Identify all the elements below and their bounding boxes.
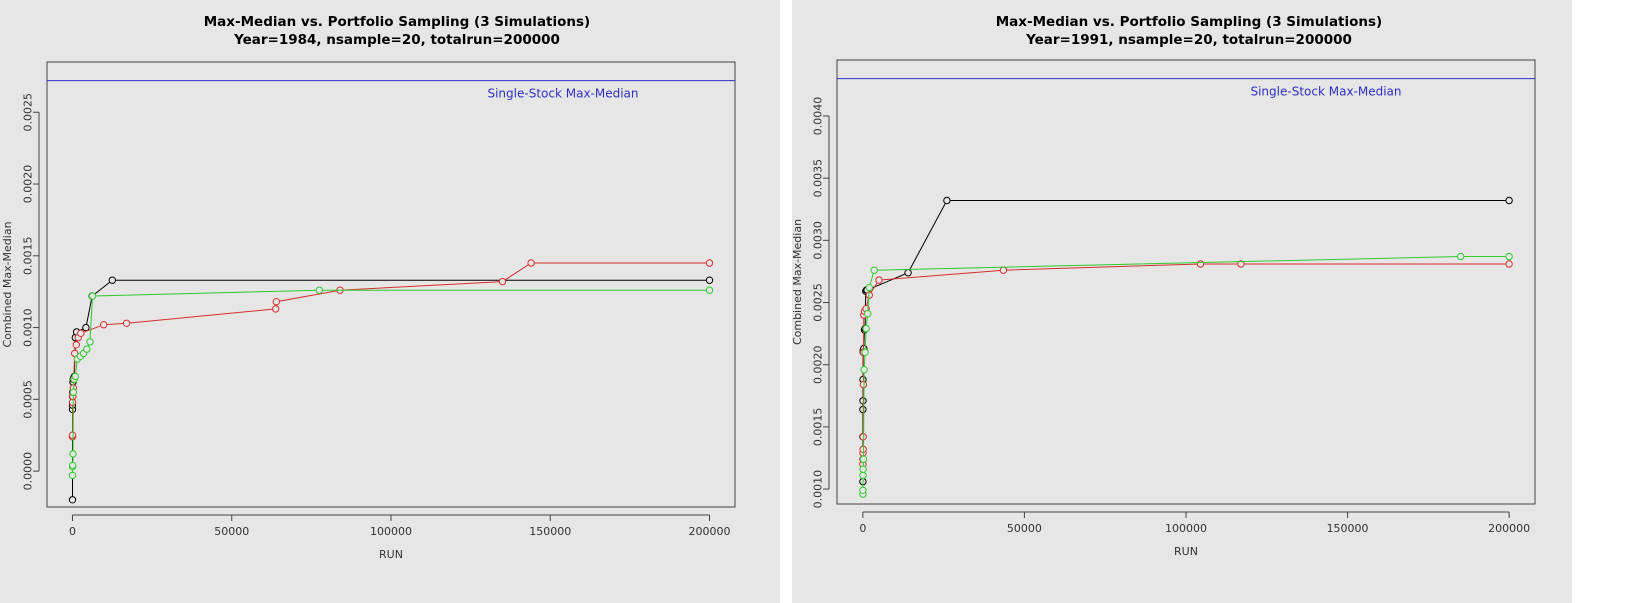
- x-tick-label: 0: [69, 525, 76, 538]
- x-tick-label: 200000: [1488, 522, 1530, 535]
- data-point: [86, 338, 94, 346]
- data-point: [88, 292, 97, 300]
- data-point: [1505, 252, 1513, 261]
- panel-background: [792, 0, 1572, 603]
- data-point: [100, 321, 108, 329]
- y-axis-title: Combined Max-Median: [792, 219, 804, 345]
- data-point: [1196, 260, 1205, 268]
- y-tick-label: 0.0020: [22, 165, 35, 204]
- x-tick-label: 150000: [529, 525, 571, 538]
- data-point: [122, 319, 131, 327]
- data-point: [999, 266, 1008, 274]
- data-point: [859, 380, 868, 389]
- data-point: [865, 283, 874, 292]
- data-point: [875, 276, 883, 284]
- y-tick-label: 0.0010: [22, 308, 35, 347]
- x-axis-title: RUN: [1174, 545, 1198, 558]
- chart-subtitle: Year=1984, nsample=20, totalrun=200000: [233, 32, 560, 48]
- data-point: [870, 266, 878, 274]
- chart-panel-1991: Max-Median vs. Portfolio Sampling (3 Sim…: [792, 0, 1572, 603]
- y-tick-label: 0.0000: [22, 452, 35, 491]
- x-tick-label: 150000: [1327, 522, 1369, 535]
- y-tick-label: 0.0035: [812, 159, 825, 198]
- series-green: [859, 252, 1513, 498]
- data-point: [705, 276, 714, 284]
- chart-subtitle: Year=1991, nsample=20, totalrun=200000: [1025, 32, 1352, 48]
- data-point: [864, 310, 872, 318]
- x-tick-label: 200000: [689, 525, 731, 538]
- data-point: [862, 324, 870, 333]
- y-tick-label: 0.0015: [22, 237, 35, 276]
- y-tick-label: 0.0025: [22, 93, 35, 132]
- plot-frame: [46, 61, 736, 508]
- chart-title: Max-Median vs. Portfolio Sampling (3 Sim…: [204, 14, 590, 30]
- y-tick-label: 0.0015: [812, 408, 825, 447]
- data-point: [1505, 260, 1513, 268]
- data-point: [527, 259, 535, 267]
- x-tick-label: 50000: [1007, 522, 1042, 535]
- data-point: [1457, 252, 1465, 261]
- chart-title: Max-Median vs. Portfolio Sampling (3 Sim…: [996, 14, 1382, 30]
- data-point: [69, 450, 77, 458]
- y-tick-label: 0.0020: [812, 345, 825, 384]
- data-point: [77, 329, 85, 337]
- x-tick-label: 0: [859, 522, 866, 535]
- y-tick-label: 0.0010: [812, 470, 825, 509]
- x-axis-title: RUN: [379, 548, 403, 561]
- y-tick-label: 0.0005: [22, 380, 35, 419]
- x-tick-label: 100000: [1165, 522, 1207, 535]
- series-green: [68, 286, 714, 480]
- x-tick-label: 50000: [214, 525, 249, 538]
- data-point: [859, 486, 867, 494]
- data-point: [108, 276, 117, 284]
- data-point: [705, 286, 714, 294]
- chart-1984: Max-Median vs. Portfolio Sampling (3 Sim…: [0, 0, 780, 603]
- data-point: [1505, 196, 1513, 205]
- data-point: [859, 471, 867, 480]
- data-point: [859, 455, 868, 463]
- data-point: [705, 259, 714, 267]
- data-point: [859, 465, 867, 473]
- y-tick-label: 0.0040: [812, 97, 825, 136]
- data-point: [904, 269, 912, 277]
- data-point: [72, 341, 81, 349]
- y-tick-label: 0.0025: [812, 283, 825, 322]
- reference-line-label: Single-Stock Max-Median: [487, 87, 638, 101]
- data-point: [82, 323, 90, 332]
- data-point: [69, 461, 77, 470]
- y-tick-label: 0.0030: [812, 221, 825, 259]
- data-point: [68, 431, 77, 439]
- data-point: [315, 286, 323, 294]
- data-point: [68, 471, 77, 480]
- reference-line-label: Single-Stock Max-Median: [1250, 85, 1401, 99]
- data-point: [943, 196, 951, 205]
- data-point: [272, 305, 280, 313]
- x-tick-label: 100000: [370, 525, 412, 538]
- data-point: [498, 277, 507, 286]
- data-point: [68, 496, 77, 504]
- data-point: [1237, 260, 1245, 268]
- chart-1991: Max-Median vs. Portfolio Sampling (3 Sim…: [792, 0, 1572, 603]
- y-axis-title: Combined Max-Median: [1, 221, 14, 347]
- chart-panel-1984: Max-Median vs. Portfolio Sampling (3 Sim…: [0, 0, 780, 603]
- data-point: [69, 388, 78, 396]
- data-point: [861, 348, 869, 356]
- panel-background: [0, 0, 780, 603]
- data-point: [83, 345, 91, 353]
- data-point: [860, 366, 868, 374]
- data-point: [71, 372, 80, 381]
- data-point: [272, 298, 280, 306]
- plot-frame: [836, 59, 1536, 505]
